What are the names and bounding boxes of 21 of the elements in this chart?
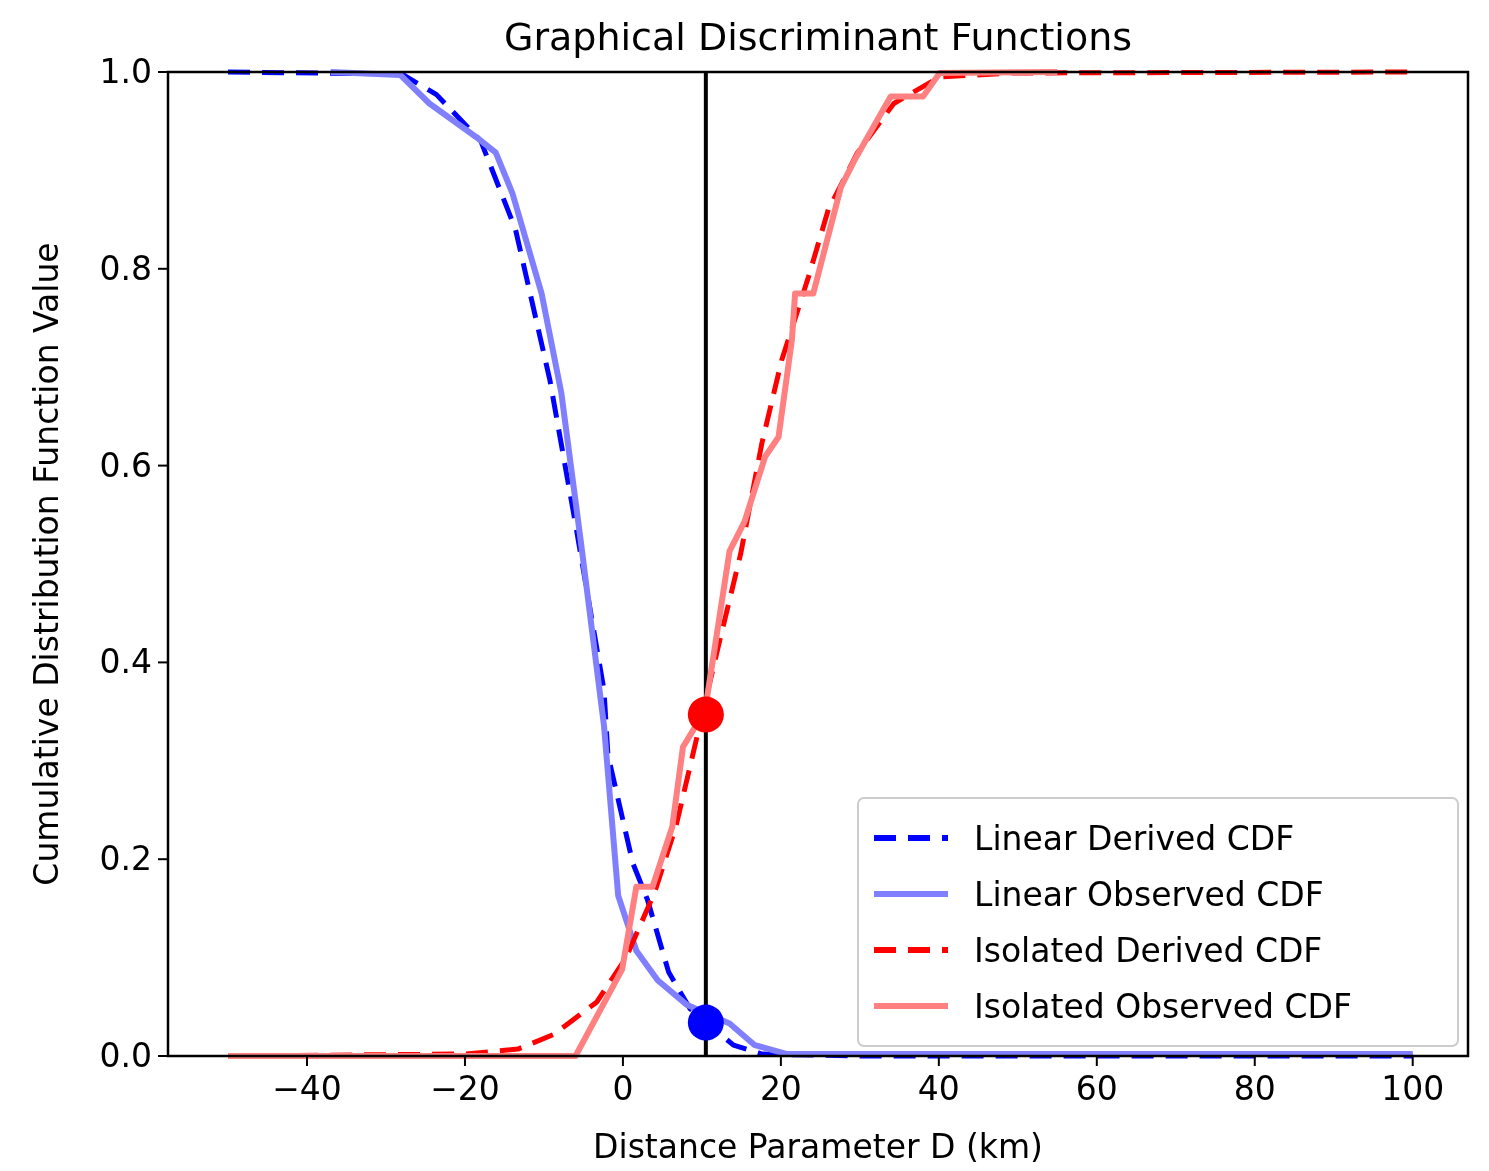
y-tick-label: 0.4: [99, 642, 152, 682]
x-axis-title: Distance Parameter D (km): [593, 1127, 1043, 1166]
x-tick-label: −40: [272, 1069, 342, 1108]
legend-label: Isolated Derived CDF: [974, 931, 1323, 970]
legend-label: Linear Derived CDF: [974, 819, 1295, 858]
legend-label: Linear Observed CDF: [974, 875, 1324, 914]
y-tick-label: 0.0: [99, 1036, 152, 1075]
x-tick-label: 0: [612, 1069, 634, 1108]
x-tick-label: −20: [430, 1069, 500, 1108]
x-tick-label: 40: [917, 1069, 960, 1108]
x-tick-label: 100: [1381, 1069, 1445, 1108]
legend-label: Isolated Observed CDF: [974, 987, 1352, 1026]
x-tick-label: 60: [1075, 1069, 1118, 1108]
x-tick-label: 20: [759, 1069, 802, 1108]
y-tick-label: 0.8: [99, 248, 152, 288]
y-axis-title: Cumulative Distribution Function Value: [27, 242, 66, 886]
y-tick-label: 0.2: [99, 839, 152, 879]
chart-title: Graphical Discriminant Functions: [503, 15, 1133, 59]
y-tick-label: 1.0: [99, 52, 152, 91]
x-tick-label: 80: [1233, 1069, 1276, 1108]
y-tick-label: 0.6: [99, 445, 152, 485]
